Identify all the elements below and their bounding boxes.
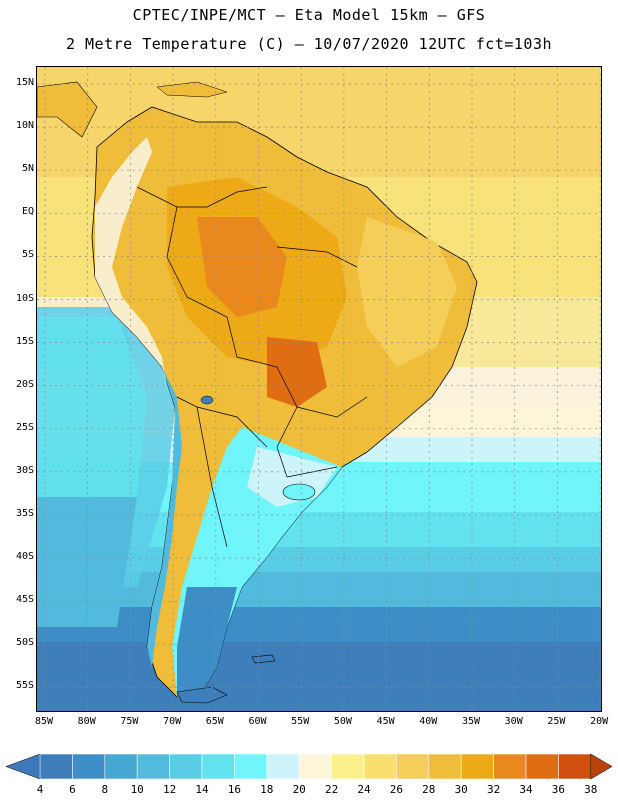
lon-label-45w: 45W [376,716,395,727]
lat-label-10n: 10N [15,120,34,132]
map-title-line-2: 2 Metre Temperature (C) – 10/07/2020 12U… [65,35,553,53]
lat-label-35s: 35S [15,508,34,519]
lat-label-40s: 40S [15,551,34,563]
colorbar-segment [104,753,138,780]
lat-label-10s: 10S [15,292,34,304]
colorbar-above-arrow [590,753,613,780]
lon-label-85w: 85W [34,716,54,727]
lon-label-65w: 65W [205,716,224,727]
colorbar-segment [363,753,397,780]
colorbar-segment [136,753,170,780]
colorbar-segment [169,753,203,780]
lat-label-eq: EQ [21,206,34,218]
colorbar-segment [396,753,430,780]
ocean-band-8 [37,607,601,647]
colorbar-segment [72,753,106,780]
colorbar-segment [234,753,268,780]
colorbar-label: 8 [101,783,109,796]
colorbar-segment [493,753,527,780]
colorbar-label: 14 [195,783,209,796]
lat-label-5n: 5N [21,163,34,175]
colorbar-label: 18 [260,783,274,796]
lat-label-45s: 45S [15,594,34,606]
pantanal-hot-spot [267,337,327,407]
central-america [37,81,98,138]
colorbar-label: 24 [357,783,371,796]
tierra-del-fuego [176,686,228,704]
colorbar-segment [558,753,592,780]
temperature-colorbar [5,753,613,780]
northeast-brazil [357,217,457,367]
lon-label-35w: 35W [461,716,481,727]
colorbar-label: 38 [584,783,598,796]
lon-label-55w: 55W [291,716,310,727]
map-title-line-1: CPTEC/INPE/MCT – Eta Model 15km – GFS [132,6,486,24]
colorbar-label: 34 [519,783,533,796]
lon-label-70w: 70W [163,716,182,727]
lon-label-80w: 80W [77,716,96,727]
colorbar-label: 6 [69,783,76,796]
andes-south-cold [147,367,182,667]
patagonia-cold [177,587,237,697]
lon-label-60w: 60W [248,716,267,727]
lon-label-75w: 75W [120,716,139,727]
falkland-islands [251,654,276,664]
andes-north-cool [95,137,167,387]
southern-ocean [37,642,601,711]
lon-label-30w: 30W [504,716,523,727]
colorbar-below-arrow [5,753,41,780]
colorbar-label: 10 [130,783,144,796]
lake-titicaca [200,395,214,405]
colorbar-label: 36 [551,783,566,796]
south-pacific [37,497,137,627]
colorbar-label: 26 [389,783,404,796]
lat-label-50s: 50S [15,637,34,649]
colorbar-segment [39,753,73,780]
temperature-map [36,66,602,712]
colorbar-label: 12 [162,783,177,796]
colorbar-label: 4 [36,783,44,796]
colorbar-segment [525,753,559,780]
colorbar-label: 20 [292,783,306,796]
lat-label-15n: 15N [15,77,34,88]
colorbar-label: 32 [486,783,501,796]
colorbar-segment [460,753,494,780]
colorbar-label: 28 [422,783,436,796]
colorbar-label: 16 [227,783,242,796]
lat-lon-grid [37,67,601,711]
country-borders [136,186,368,548]
lon-label-50w: 50W [333,716,352,727]
map-canvas [37,67,601,711]
amazon-hot-core [197,217,287,317]
colorbar-segment [298,753,332,780]
caribbean-islands [156,81,228,98]
colorbar-segment [331,753,365,780]
colorbar-segment [201,753,235,780]
colorbar-label: 22 [324,783,339,796]
lat-label-15s: 15S [15,335,34,347]
lat-label-5s: 5S [21,249,34,261]
colorbar-segment [266,753,300,780]
lon-label-40w: 40W [419,716,438,727]
lagoa-dos-patos [282,483,316,501]
colorbar-label: 30 [454,783,468,796]
lat-label-20s: 20S [15,378,34,390]
colorbar-segment [428,753,462,780]
lon-label-25w: 25W [547,716,566,727]
lat-label-55s: 55S [15,680,34,692]
humboldt-current [37,317,147,497]
lon-label-20w: 20W [590,716,609,727]
lat-label-30s: 30S [15,464,34,476]
lat-label-25s: 25S [15,421,34,433]
